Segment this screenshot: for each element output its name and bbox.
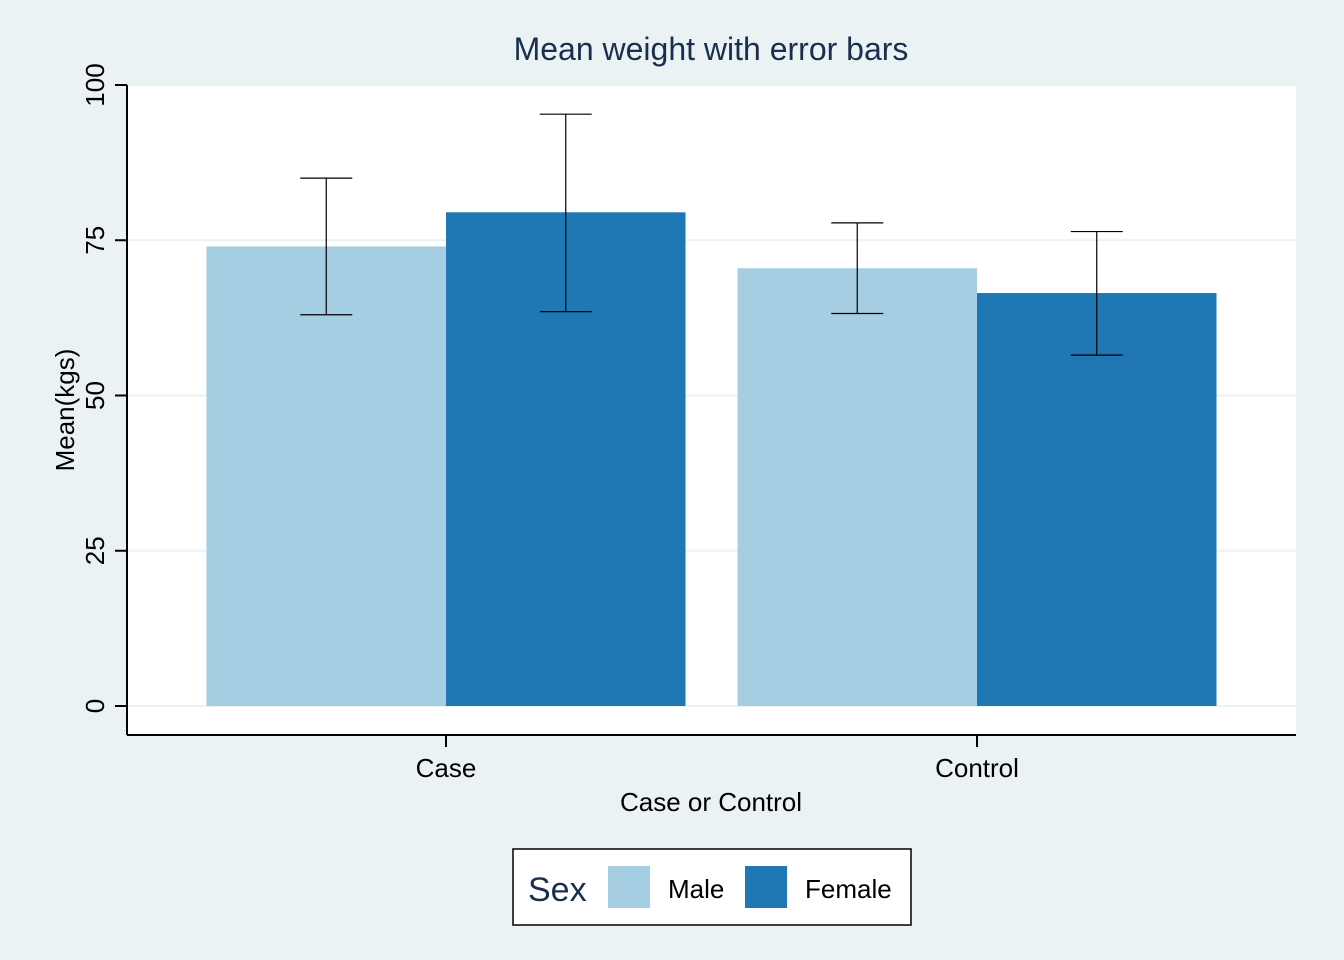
bars [206, 212, 1217, 706]
error-bars [300, 113, 1123, 356]
error-bar-male-case [300, 177, 353, 316]
y-tick-label-25: 25 [80, 536, 110, 565]
legend-title: Sex [528, 871, 587, 909]
legend-swatch-male [608, 866, 650, 908]
chart-title: Mean weight with error bars [514, 31, 909, 67]
bar-male-case [206, 246, 446, 706]
legend-box [512, 848, 912, 926]
bar-male-control [737, 268, 977, 706]
y-axis-ticks: 0 25 50 75 100 [80, 63, 127, 713]
legend-swatch-female [745, 866, 787, 908]
error-bar-female-control [1070, 230, 1123, 356]
y-tick-label-100: 100 [80, 63, 110, 106]
x-axis-label: Case or Control [620, 787, 802, 817]
y-tick-label-0: 0 [80, 699, 110, 713]
y-tick-label-50: 50 [80, 381, 110, 410]
legend-label-female: Female [805, 874, 892, 904]
error-bar-male-control [831, 222, 884, 315]
y-axis-label: Mean(kgs) [50, 349, 80, 472]
legend: Sex Male Female [512, 848, 912, 926]
y-tick-label-75: 75 [80, 226, 110, 255]
x-axis-ticks: Case Control [416, 735, 1019, 783]
legend-label-male: Male [668, 874, 724, 904]
error-bar-female-case [539, 113, 592, 313]
x-tick-label-case: Case [416, 753, 477, 783]
x-tick-label-control: Control [935, 753, 1019, 783]
bar-female-control [977, 293, 1217, 706]
